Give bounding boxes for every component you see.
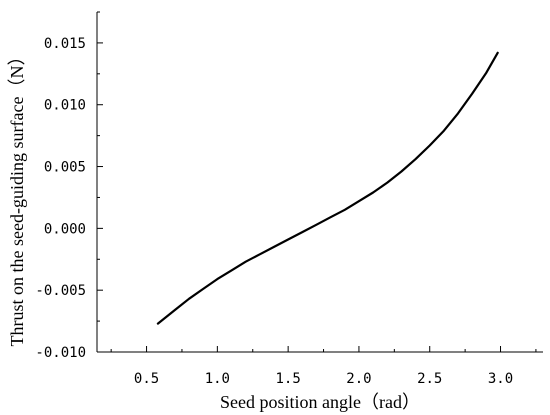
plot-frame [96, 12, 543, 353]
y-axis-ticks: -0.010 -0.005 0.000 0.005 0.010 0.015 [35, 11, 103, 361]
thrust-curve [156, 51, 499, 325]
x-tick-label: 3.0 [488, 371, 513, 387]
y-tick-label: 0.010 [44, 98, 86, 114]
y-tick-label: -0.005 [35, 283, 86, 299]
x-tick-label: 0.5 [134, 371, 159, 387]
y-tick-label: -0.010 [35, 345, 86, 361]
y-tick-label: 0.005 [44, 160, 86, 176]
x-tick-label: 2.0 [346, 371, 371, 387]
x-tick-label: 1.5 [275, 371, 300, 387]
x-axis-ticks: 0.5 1.0 1.5 2.0 2.5 3.0 [110, 346, 537, 387]
x-tick-label: 1.0 [205, 371, 230, 387]
series-layer [156, 51, 499, 325]
y-tick-label: 0.000 [44, 221, 86, 237]
x-tick-label: 2.5 [417, 371, 442, 387]
y-tick-label: 0.015 [44, 36, 86, 52]
x-axis-title: Seed position angle（rad） [220, 392, 420, 412]
y-axis-title: Thrust on the seed-guiding surface（N） [7, 48, 27, 347]
